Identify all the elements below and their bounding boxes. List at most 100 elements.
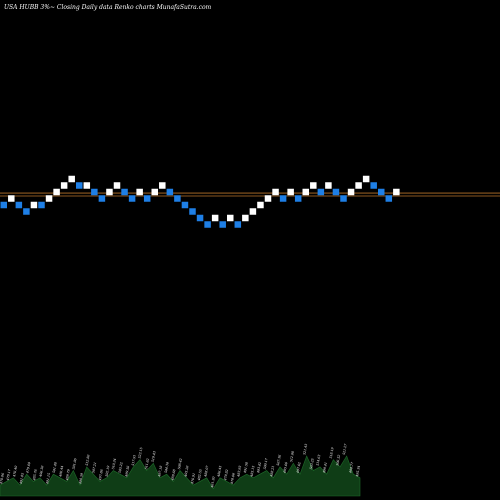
renko-brick-up xyxy=(362,175,370,183)
volume-label: 501.06 xyxy=(72,458,78,470)
volume-label: 504.30 xyxy=(164,462,170,474)
volume-label: 500.17 xyxy=(263,457,269,470)
volume-label: 503.25 xyxy=(309,458,315,470)
renko-brick-down xyxy=(279,195,287,202)
renko-brick-up xyxy=(60,182,68,189)
renko-brick-up xyxy=(68,175,75,183)
renko-brick-down xyxy=(294,195,302,202)
volume-label: 478.86 xyxy=(0,473,5,486)
renko-brick-down xyxy=(234,221,242,228)
volume-label: 491.15 xyxy=(45,473,51,486)
renko-brick-down xyxy=(340,195,347,202)
renko-brick-down xyxy=(370,182,377,189)
renko-brick-up xyxy=(53,188,60,196)
volume-label: 476.40 xyxy=(12,465,18,478)
volume-label: 488.21 xyxy=(269,465,275,478)
volume-label: 485.76 xyxy=(32,469,38,482)
volume-label: 498.77 xyxy=(348,461,354,475)
renko-brick-up xyxy=(310,182,317,189)
volume-label: 510.34 xyxy=(111,458,117,470)
renko-brick-down xyxy=(196,214,204,222)
volume-label: 512.80 xyxy=(85,454,91,466)
renko-brick-down xyxy=(91,188,98,196)
volume-label: 497.18 xyxy=(157,465,163,478)
volume-label: 491.58 xyxy=(243,462,249,475)
volume-label: 479.82 xyxy=(223,469,229,482)
renko-brick-up xyxy=(83,182,91,189)
renko-brick-down xyxy=(143,195,151,202)
renko-brick-up xyxy=(8,195,15,202)
volume-label: 479.17 xyxy=(5,468,11,482)
renko-brick-up xyxy=(264,195,272,202)
renko-bricks xyxy=(0,175,400,228)
renko-brick-up xyxy=(45,195,53,202)
volume-label: 521.43 xyxy=(302,443,308,455)
renko-brick-up xyxy=(249,208,257,215)
renko-brick-down xyxy=(38,201,45,209)
volume-label: 482.55 xyxy=(197,469,203,482)
renko-brick-down xyxy=(23,208,30,215)
renko-brick-down xyxy=(385,195,393,202)
volume-label: 470.66 xyxy=(230,473,236,486)
volume-area-path xyxy=(0,455,361,497)
volume-label: 495.66 xyxy=(282,462,288,475)
renko-brick-up xyxy=(136,188,143,196)
renko-brick-up xyxy=(106,188,113,196)
renko-brick-up xyxy=(287,188,294,196)
renko-brick-down xyxy=(189,208,196,215)
renko-brick-down xyxy=(317,188,325,196)
renko-brick-down xyxy=(0,201,7,209)
renko-brick-down xyxy=(128,195,136,202)
volume-label: 506.52 xyxy=(335,454,341,466)
renko-brick-up xyxy=(302,188,309,196)
renko-brick-down xyxy=(204,221,211,228)
renko-brick-up xyxy=(30,201,38,209)
renko-brick-up xyxy=(159,182,166,189)
volume-label: 496.30 xyxy=(38,465,44,478)
volume-label: 461.30 xyxy=(210,476,216,489)
renko-brick-down xyxy=(166,188,174,196)
volume-label: 512.08 xyxy=(289,451,295,463)
renko-brick-up xyxy=(151,188,158,196)
renko-brick-down xyxy=(76,182,83,189)
volume-label: 517.91 xyxy=(131,454,137,466)
volume-label: 499.41 xyxy=(322,462,328,475)
volume-label: 491.85 xyxy=(19,473,25,486)
volume-label: 505.22 xyxy=(118,462,124,474)
renko-brick-up xyxy=(257,201,264,209)
renko-brick-up xyxy=(325,182,332,189)
renko-brick-down xyxy=(378,188,385,196)
renko-brick-up xyxy=(211,214,219,222)
volume-label: 502.19 xyxy=(105,465,111,477)
volume-label: 501.48 xyxy=(52,462,58,474)
renko-brick-up xyxy=(393,188,400,196)
volume-label: 518.19 xyxy=(329,447,335,459)
price-lines xyxy=(0,192,500,197)
volume-label: 490.59 xyxy=(78,473,84,486)
volume-label: 523.15 xyxy=(137,447,143,459)
renko-brick-up xyxy=(355,182,362,189)
volume-label: 521.27 xyxy=(342,443,348,456)
renko-brick-down xyxy=(174,195,181,202)
volume-label: 495.34 xyxy=(355,465,361,478)
volume-label: 493.42 xyxy=(256,462,262,475)
volume-label: 497.86 xyxy=(98,469,104,482)
renko-brick-down xyxy=(15,201,23,209)
volume-label: 476.91 xyxy=(190,473,196,486)
renko-brick-up xyxy=(242,214,249,222)
volume-label: 489.68 xyxy=(170,469,176,482)
volume-label: 499.56 xyxy=(124,465,130,478)
volume-label: 485.15 xyxy=(249,465,255,478)
volume-label: 479.60 xyxy=(25,462,31,475)
renko-brick-down xyxy=(98,195,106,202)
volume-label: 496.44 xyxy=(58,465,64,478)
volume-label: 489.79 xyxy=(65,469,71,482)
renko-brick-up xyxy=(113,182,121,189)
volume-label: 497.62 xyxy=(296,462,302,475)
renko-brick-up xyxy=(347,188,355,196)
volume-label: 495.20 xyxy=(183,465,189,478)
renko-brick-down xyxy=(121,188,128,196)
volume-label: 488.07 xyxy=(203,464,209,478)
